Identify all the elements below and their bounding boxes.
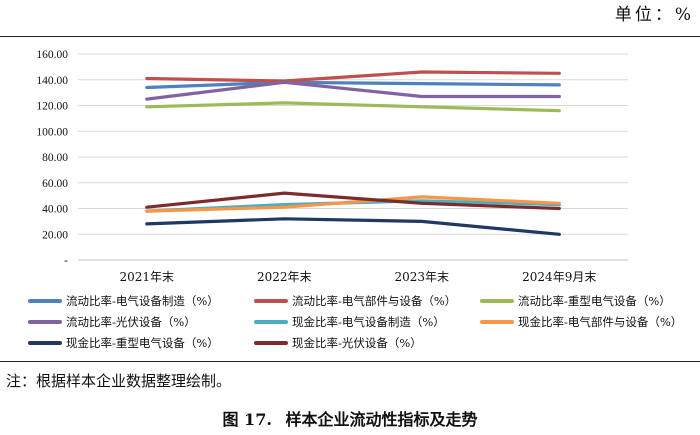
source-note: 注：根据样本企业数据整理绘制。 [6, 372, 232, 390]
legend-item: 流动比率-电气设备制造（%） [28, 290, 219, 311]
legend-swatch [480, 298, 514, 303]
legend-swatch [254, 319, 288, 324]
legend-item: 流动比率-电气部件与设备（%） [254, 290, 456, 311]
y-tick-label: 140.00 [36, 75, 68, 87]
y-tick-label: 100.00 [36, 126, 68, 138]
legend-row: 流动比率-电气设备制造（%） 流动比率-电气部件与设备（%） 流动比率-重型电气… [28, 290, 698, 311]
legend-row: 现金比率-重型电气设备（%） 现金比率-光伏设备（%） [28, 332, 698, 353]
legend-swatch [254, 298, 288, 303]
y-tick-label: 80.00 [42, 152, 68, 164]
legend-label: 流动比率-光伏设备（%） [66, 314, 196, 329]
legend-item: 现金比率-电气部件与设备（%） [480, 311, 682, 332]
chart-legend: 流动比率-电气设备制造（%） 流动比率-电气部件与设备（%） 流动比率-重型电气… [28, 290, 698, 353]
legend-label: 现金比率-电气设备制造（%） [292, 314, 445, 329]
series-line [145, 101, 561, 113]
y-tick-label: 40.00 [42, 204, 68, 216]
x-tick-label: 2023年末 [394, 270, 449, 284]
series-line [145, 195, 561, 213]
legend-label: 现金比率-电气部件与设备（%） [518, 314, 683, 329]
series-line [145, 80, 561, 90]
legend-item: 现金比率-重型电气设备（%） [28, 332, 219, 353]
legend-swatch [254, 340, 288, 345]
legend-swatch [28, 340, 62, 345]
figure-caption: 图 17. 样本企业流动性指标及走势 [0, 406, 700, 430]
legend-label: 流动比率-电气设备制造（%） [66, 293, 219, 308]
unit-label: 单位：% [614, 5, 694, 25]
series-line [145, 80, 561, 101]
y-tick-label: 20.00 [42, 229, 68, 241]
top-rule [0, 36, 700, 37]
legend-swatch [480, 319, 514, 324]
figure-number: 图 17. [222, 410, 272, 429]
x-axis-ticks: 2021年末 2022年末 2023年末 2024年9月末 [119, 270, 596, 284]
series-line [145, 70, 561, 83]
legend-label: 现金比率-重型电气设备（%） [66, 335, 219, 350]
y-axis-ticks: - 20.00 40.00 60.00 80.00 100.00 120.00 140.00 1… [36, 49, 68, 267]
y-tick-label: 120.00 [36, 101, 68, 113]
figure-title: 样本企业流动性指标及走势 [285, 410, 478, 429]
legend-item: 流动比率-重型电气设备（%） [480, 290, 671, 311]
y-tick-label: 160.00 [36, 49, 68, 61]
legend-item: 现金比率-光伏设备（%） [254, 332, 422, 353]
legend-swatch [28, 319, 62, 324]
legend-row: 流动比率-光伏设备（%） 现金比率-电气设备制造（%） 现金比率-电气部件与设备… [28, 311, 698, 332]
legend-item: 流动比率-光伏设备（%） [28, 311, 196, 332]
y-tick-label: - [64, 255, 68, 267]
bottom-rule [0, 361, 700, 362]
legend-swatch [28, 298, 62, 303]
x-tick-label: 2021年末 [119, 270, 174, 284]
series-lines [145, 70, 561, 236]
legend-label: 流动比率-电气部件与设备（%） [292, 293, 457, 308]
x-tick-label: 2022年末 [257, 270, 312, 284]
x-tick-label: 2024年9月末 [522, 270, 596, 284]
line-chart: - 20.00 40.00 60.00 80.00 100.00 120.00 140.00 1… [36, 49, 628, 284]
series-line [145, 217, 561, 236]
legend-label: 现金比率-光伏设备（%） [292, 335, 422, 350]
series-line [145, 191, 561, 211]
legend-item: 现金比率-电气设备制造（%） [254, 311, 445, 332]
legend-label: 流动比率-重型电气设备（%） [518, 293, 671, 308]
y-tick-label: 60.00 [42, 178, 68, 190]
